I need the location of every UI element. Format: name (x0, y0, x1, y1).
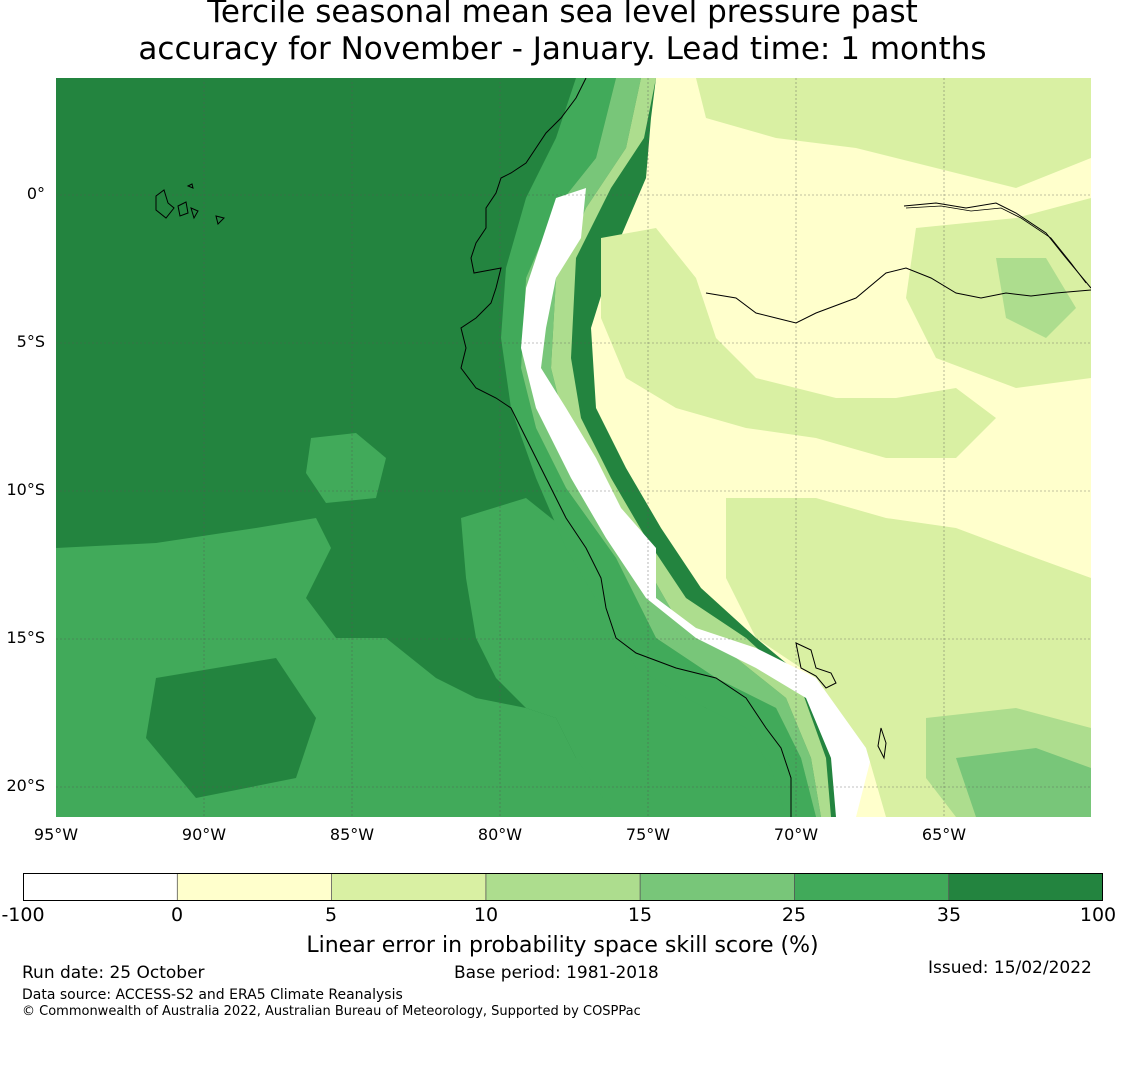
region-pale-green-east (906, 198, 1091, 388)
region-coast-mid-green (501, 78, 816, 817)
title-line-2: accuracy for November - January. Lead ti… (138, 31, 987, 67)
region-white-strip (521, 188, 871, 817)
galapagos-islands (155, 183, 225, 225)
lon-label-85w: 85°W (329, 825, 375, 844)
title-line-1: Tercile seasonal mean sea level pressure… (207, 0, 918, 30)
lat-label-10s: 10°S (6, 480, 45, 499)
river-putumayo (903, 202, 1091, 289)
colorbar-label: Linear error in probability space skill … (306, 933, 819, 958)
colorbar-tick-25: 25 (781, 904, 807, 926)
colorbar-tick-100: 100 (1079, 904, 1117, 926)
region-mid-green-patch (306, 433, 386, 503)
lat-label-20s: 20°S (6, 776, 45, 795)
data-source: Data source: ACCESS-S2 and ERA5 Climate … (22, 987, 403, 1003)
lon-label-70w: 70°W (773, 825, 819, 844)
colorbar-tick-neg100: -100 (1, 904, 45, 926)
run-date: Run date: 25 October (22, 963, 205, 983)
lon-label-95w: 95°W (33, 825, 79, 844)
colorbar-tick-5: 5 (324, 904, 338, 926)
lon-label-75w: 75°W (625, 825, 671, 844)
lat-label-5s: 5°S (16, 332, 45, 351)
lat-label-15s: 15°S (6, 628, 45, 647)
lon-label-80w: 80°W (477, 825, 523, 844)
lon-label-90w: 90°W (181, 825, 227, 844)
lake-poopo (877, 727, 887, 760)
skill-score-map (56, 78, 1091, 817)
colorbar-segment-3 (485, 873, 641, 901)
colorbar-segment-4 (640, 873, 795, 901)
colorbar-segment-2 (331, 873, 486, 901)
region-pale-green-north (696, 78, 1091, 188)
colorbar-segment-1 (177, 873, 332, 901)
graticule (56, 78, 1091, 817)
river-amazon (705, 267, 1091, 324)
issued-date: Issued: 15/02/2022 (928, 958, 1092, 978)
coastline (460, 78, 792, 817)
colorbar-tick-10: 10 (473, 904, 499, 926)
colorbar-tick-35: 35 (936, 904, 962, 926)
colorbar (23, 873, 1103, 901)
lake-titicaca (795, 642, 837, 689)
colorbar-tick-0: 0 (170, 904, 184, 926)
colorbar-segment-0 (23, 873, 178, 901)
colorbar-tick-15: 15 (627, 904, 653, 926)
river-secondary (905, 205, 1087, 284)
chart-title: Tercile seasonal mean sea level pressure… (0, 0, 1125, 68)
region-pale-green-central (601, 228, 996, 458)
region-light-green-east (996, 258, 1076, 338)
lon-label-65w: 65°W (921, 825, 967, 844)
colorbar-segment-6 (948, 873, 1103, 901)
lat-label-0: 0° (26, 184, 45, 203)
region-deep-green-patch-sw (146, 658, 316, 798)
base-period: Base period: 1981-2018 (454, 963, 659, 983)
colorbar-segment-5 (794, 873, 949, 901)
copyright: © Commonwealth of Australia 2022, Austra… (22, 1004, 641, 1019)
region-green-southeast (956, 748, 1091, 817)
